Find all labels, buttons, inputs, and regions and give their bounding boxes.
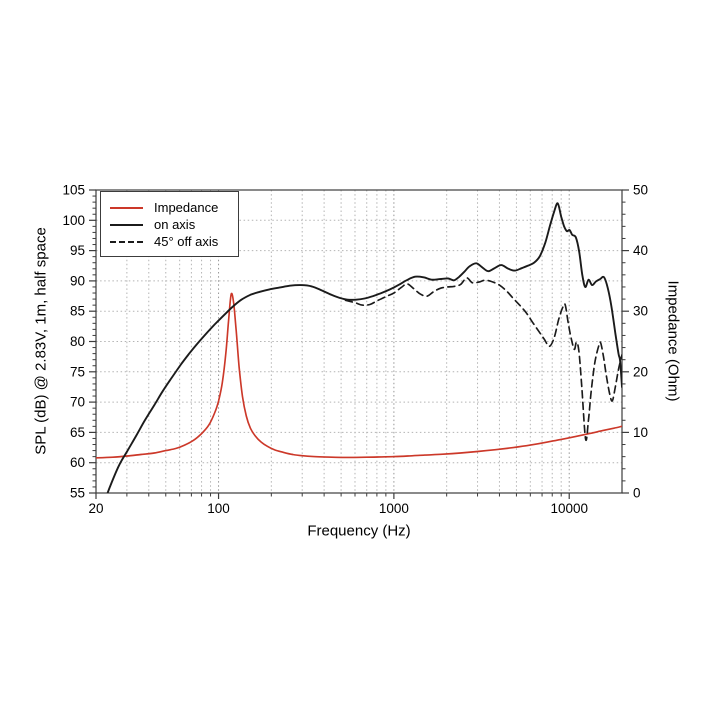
right-axis-tick-label: 40 bbox=[633, 243, 648, 258]
x-axis-tick-label: 100 bbox=[207, 501, 230, 516]
right-axis-tick-label: 30 bbox=[633, 304, 648, 319]
off-axis-line-sample bbox=[110, 240, 143, 243]
right-axis-tick-label: 10 bbox=[633, 425, 648, 440]
impedance-curve bbox=[96, 292, 622, 459]
on-axis-line-sample bbox=[110, 223, 143, 226]
on-axis-curve bbox=[106, 202, 622, 493]
right-axis-tick-label: 50 bbox=[633, 183, 648, 198]
right-axis-tick-label: 20 bbox=[633, 364, 648, 379]
x-axis-title: Frequency (Hz) bbox=[307, 522, 411, 540]
right-axis-title: Impedance (Ohm) bbox=[664, 280, 682, 402]
legend-item-impedance: Impedance bbox=[110, 199, 234, 216]
left-axis-tick-label: 100 bbox=[62, 213, 85, 228]
left-axis-tick-label: 75 bbox=[70, 364, 85, 379]
x-axis-tick-label: 10000 bbox=[550, 501, 588, 516]
legend-item-off-axis: 45° off axis bbox=[110, 233, 234, 250]
right-axis-tick-label: 0 bbox=[633, 486, 641, 501]
left-axis-tick-label: 80 bbox=[70, 334, 85, 349]
left-axis-tick-label: 70 bbox=[70, 395, 85, 410]
left-axis-title: SPL (dB) @ 2.83V, 1m, half space bbox=[32, 227, 50, 455]
legend-label-off-axis: 45° off axis bbox=[154, 234, 219, 249]
plot-border bbox=[95, 189, 623, 494]
left-axis-tick-label: 105 bbox=[62, 183, 85, 198]
left-axis-tick-label: 85 bbox=[70, 304, 85, 319]
off-axis-curve bbox=[344, 277, 622, 442]
left-axis-tick-label: 95 bbox=[70, 243, 85, 258]
left-axis-tick-label: 65 bbox=[70, 425, 85, 440]
left-axis-tick-label: 55 bbox=[70, 486, 85, 501]
impedance-line-sample bbox=[110, 206, 143, 209]
legend-label-on-axis: on axis bbox=[154, 217, 196, 232]
left-axis-tick-label: 60 bbox=[70, 455, 85, 470]
left-axis-tick-label: 90 bbox=[70, 273, 85, 288]
legend: Impedance on axis 45° off axis bbox=[100, 191, 239, 257]
x-axis-tick-label: 1000 bbox=[379, 501, 409, 516]
x-axis-tick-label: 20 bbox=[88, 501, 103, 516]
legend-item-on-axis: on axis bbox=[110, 216, 234, 233]
legend-label-impedance: Impedance bbox=[154, 200, 219, 215]
